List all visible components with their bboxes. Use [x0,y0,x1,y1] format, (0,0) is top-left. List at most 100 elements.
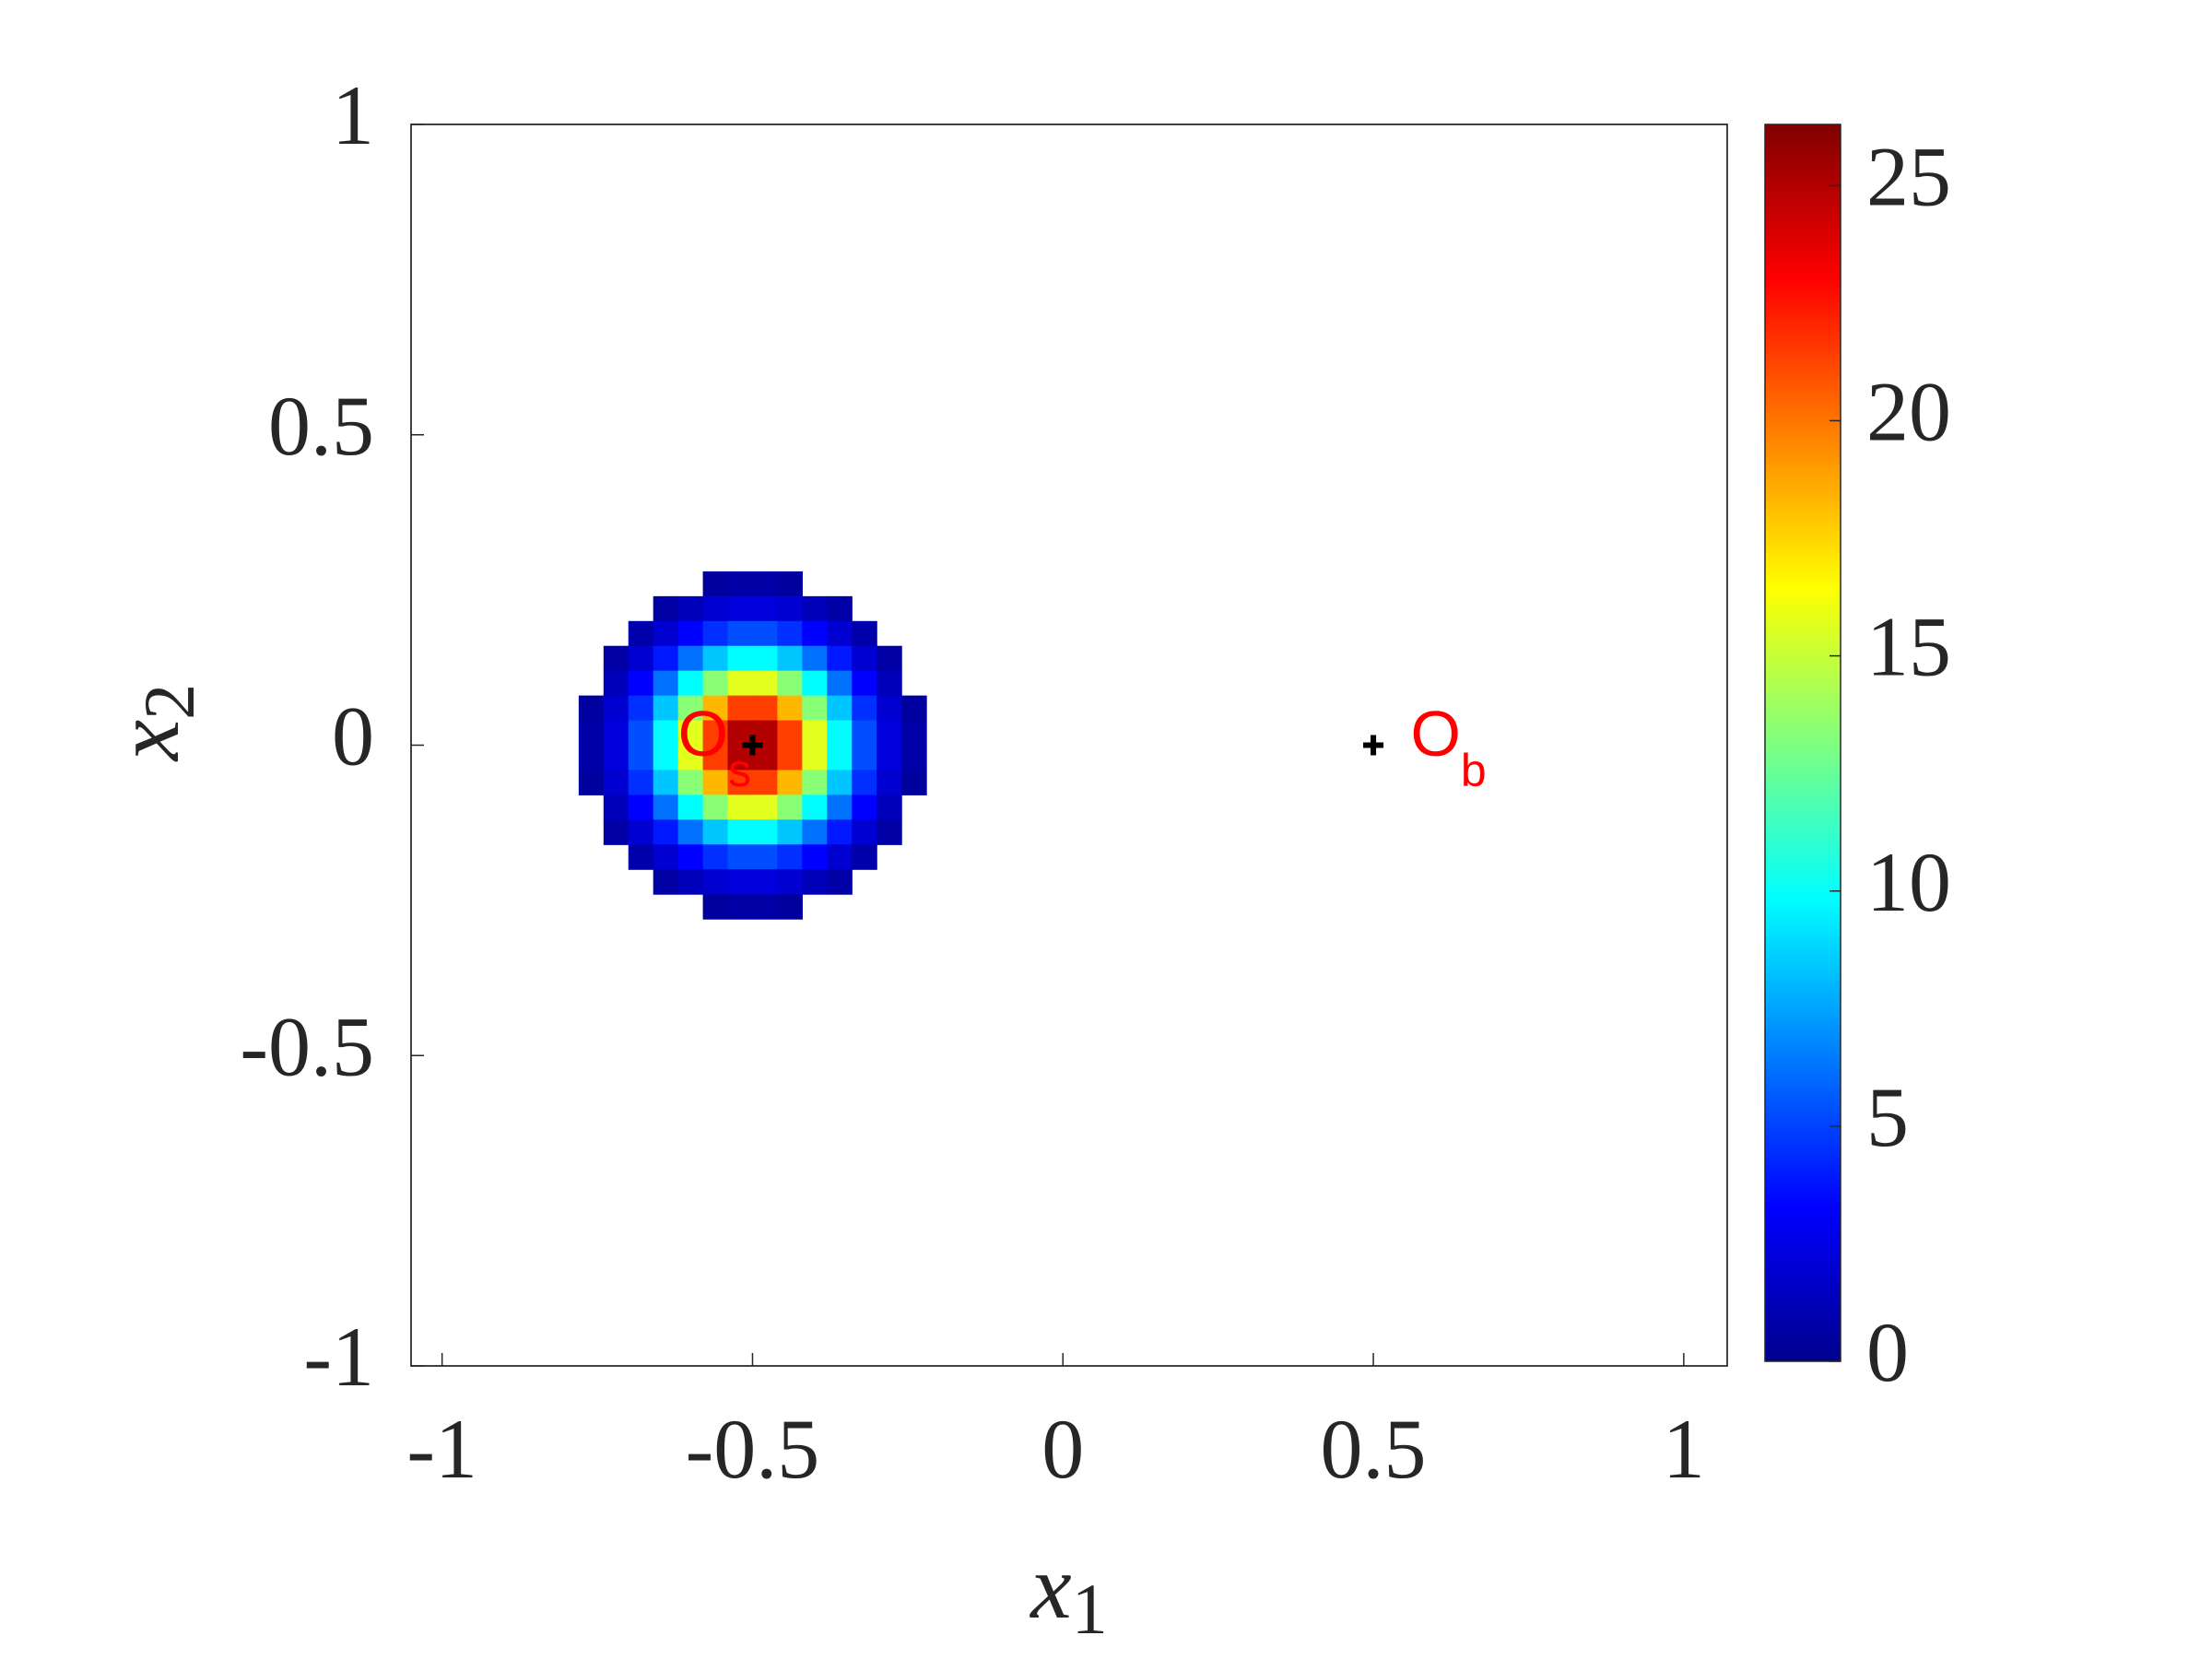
heatmap-cell [603,670,629,697]
colorbar-tick-label: 5 [1866,1070,1909,1164]
heatmap-cell [702,770,729,795]
heatmap-cell [603,745,629,771]
heatmap-cell [777,844,803,870]
heatmap-cell [852,745,877,771]
heatmap-cell [628,844,654,870]
heatmap-cell [727,595,754,622]
annotation: Os [678,698,751,796]
heatmap-cell [702,894,729,920]
heatmap-cell [802,844,828,870]
heatmap-cell [777,745,803,771]
heatmap-cell [802,720,828,747]
colorbar-tick-label: 10 [1866,835,1951,929]
y-tick-label: 1 [332,68,374,162]
heatmap-cell [877,695,902,722]
heatmap-cell [777,894,803,920]
heatmap-cell [702,745,729,771]
heatmap-cell [752,770,779,795]
heatmap-cell [752,620,779,647]
heatmap-cell [752,819,779,845]
heatmap-cell [702,620,729,647]
heatmap-cell [702,720,729,747]
heatmap-cell [727,869,754,895]
heatmap-cell [827,670,853,697]
heatmap-cell [677,620,704,647]
heatmap-cell [777,595,803,622]
heatmap-cell [727,720,754,747]
heatmap-cell [777,794,803,820]
colorbar-tick-label: 20 [1866,365,1951,459]
heatmap-cell [628,770,654,795]
y-tick-label: -1 [303,1310,374,1404]
heatmap-cell [677,695,704,722]
heatmap-cell [628,819,654,845]
x-axis-label: x1 [1029,1535,1107,1649]
heatmap-cell [653,794,679,820]
heatmap-cell [877,670,902,697]
heatmap-cell [777,571,803,597]
heatmap-cell [852,794,877,820]
heatmap-cell [777,670,803,697]
heatmap-cell [777,819,803,845]
heatmap-cell [628,620,654,647]
heatmap-cell [777,645,803,672]
heatmap-cell [827,819,853,845]
y-tick-label: 0 [332,689,374,783]
heatmap-cell [777,695,803,722]
heatmap-cell [827,770,853,795]
heatmap-cell [752,645,779,672]
annotation: Ob [1410,698,1486,796]
heatmap-cell [852,770,877,795]
heatmap-cell [677,595,704,622]
x-tick-label: -1 [406,1402,477,1496]
heatmap-cell [901,745,927,771]
heatmap-cell [628,645,654,672]
heatmap-cell [727,695,754,722]
heatmap-cell [901,695,927,722]
heatmap-cell [653,720,679,747]
heatmap-cell [827,844,853,870]
heatmap-cell [752,670,779,697]
heatmap-cell [877,720,902,747]
heatmap-cell [653,869,679,895]
y-axis-label: x2 [96,684,209,762]
colorbar-tick-label: 15 [1866,600,1951,694]
heatmap-cell [727,571,754,597]
heatmap-cell [727,819,754,845]
heatmap-cell [852,695,877,722]
heatmap-cell [752,571,779,597]
heatmap-cell [603,770,629,795]
heatmap-cell [802,620,828,647]
center-marker [1363,735,1384,756]
heatmap-cell [802,595,828,622]
heatmap-cell [677,844,704,870]
heatmap-cell [752,894,779,920]
heatmap-cell [901,770,927,795]
heatmap-cell [852,844,877,870]
heatmap-cell [578,745,605,771]
heatmap-cell [752,869,779,895]
heatmap-cell [727,770,754,795]
heatmap-cell [802,869,828,895]
heatmap-cell [852,620,877,647]
annotation-text: O [678,698,728,770]
x-tick-label: 0.5 [1321,1402,1427,1496]
heatmap-cell [777,620,803,647]
heatmap-cell [603,819,629,845]
heatmap-cell [578,720,605,747]
colorbar-tick-label: 0 [1866,1305,1909,1399]
heatmap-cell [603,720,629,747]
heatmap-cell [752,595,779,622]
heatmap-cell [727,670,754,697]
heatmap-cell [727,645,754,672]
y-tick-label: -0.5 [240,999,374,1093]
heatmap-cell [777,720,803,747]
heatmap-cell [653,770,679,795]
heatmap-cell [727,745,754,771]
heatmap-cell [702,670,729,697]
heatmap-cell [677,869,704,895]
heatmap-cell [827,645,853,672]
heatmap-cell [603,794,629,820]
heatmap-cell [727,844,754,870]
